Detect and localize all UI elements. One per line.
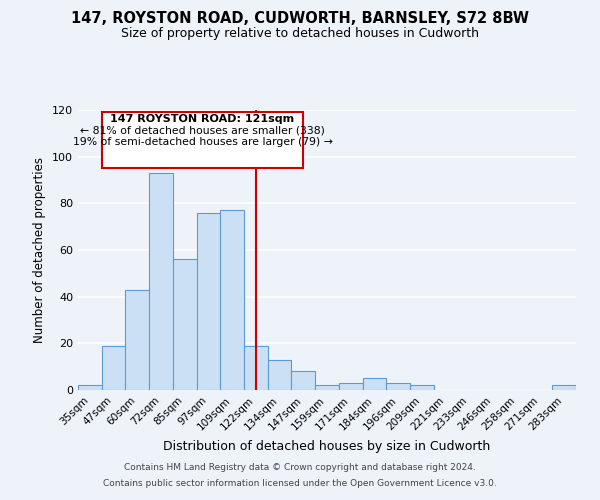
Bar bbox=[315, 386, 339, 390]
Bar bbox=[220, 210, 244, 390]
Bar bbox=[78, 386, 102, 390]
Bar bbox=[552, 386, 576, 390]
Text: 147 ROYSTON ROAD: 121sqm: 147 ROYSTON ROAD: 121sqm bbox=[110, 114, 295, 124]
Bar bbox=[197, 212, 220, 390]
FancyBboxPatch shape bbox=[102, 112, 303, 168]
Text: Size of property relative to detached houses in Cudworth: Size of property relative to detached ho… bbox=[121, 28, 479, 40]
Bar bbox=[173, 260, 197, 390]
Y-axis label: Number of detached properties: Number of detached properties bbox=[34, 157, 46, 343]
Bar bbox=[339, 383, 362, 390]
Text: Contains public sector information licensed under the Open Government Licence v3: Contains public sector information licen… bbox=[103, 478, 497, 488]
Bar bbox=[149, 173, 173, 390]
Bar bbox=[102, 346, 125, 390]
Bar bbox=[268, 360, 292, 390]
X-axis label: Distribution of detached houses by size in Cudworth: Distribution of detached houses by size … bbox=[163, 440, 491, 453]
Bar bbox=[362, 378, 386, 390]
Text: 147, ROYSTON ROAD, CUDWORTH, BARNSLEY, S72 8BW: 147, ROYSTON ROAD, CUDWORTH, BARNSLEY, S… bbox=[71, 11, 529, 26]
Bar bbox=[386, 383, 410, 390]
Text: 19% of semi-detached houses are larger (79) →: 19% of semi-detached houses are larger (… bbox=[73, 137, 332, 147]
Bar bbox=[410, 386, 434, 390]
Text: Contains HM Land Registry data © Crown copyright and database right 2024.: Contains HM Land Registry data © Crown c… bbox=[124, 464, 476, 472]
Bar bbox=[244, 346, 268, 390]
Bar bbox=[125, 290, 149, 390]
Text: ← 81% of detached houses are smaller (338): ← 81% of detached houses are smaller (33… bbox=[80, 125, 325, 135]
Bar bbox=[292, 372, 315, 390]
